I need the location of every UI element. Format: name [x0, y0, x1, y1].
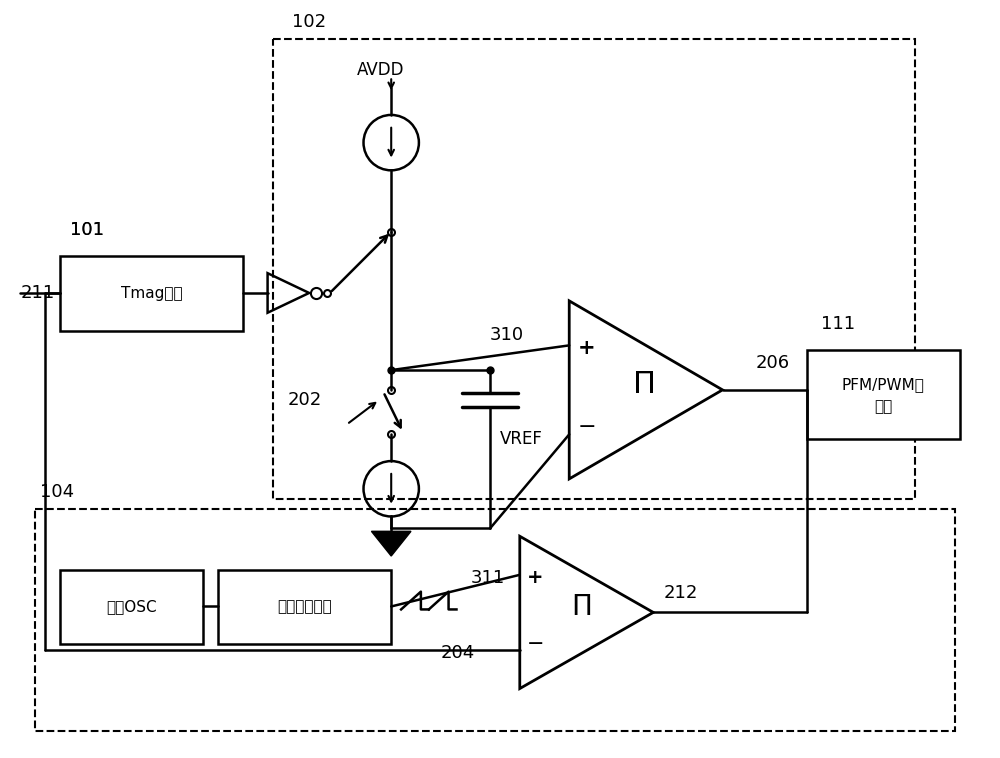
Text: 310: 310	[490, 327, 524, 344]
Text: PFM/PWM生: PFM/PWM生	[842, 377, 925, 393]
Text: 101: 101	[70, 221, 104, 239]
Bar	[218, 570, 391, 644]
Text: +: +	[578, 338, 596, 359]
Bar	[35, 509, 955, 731]
Text: Tmag检测: Tmag检测	[121, 286, 182, 301]
Text: $\mathit{\Pi}$: $\mathit{\Pi}$	[632, 371, 654, 399]
Bar	[273, 39, 915, 499]
Text: 204: 204	[441, 644, 475, 662]
Text: 102: 102	[292, 13, 326, 31]
Bar	[60, 570, 203, 644]
Polygon shape	[371, 531, 411, 556]
Text: 212: 212	[663, 584, 698, 602]
Text: 311: 311	[470, 568, 505, 587]
Text: +: +	[527, 568, 544, 587]
Text: 104: 104	[40, 483, 74, 500]
Text: −: −	[527, 634, 544, 654]
Text: 高频OSC: 高频OSC	[106, 600, 157, 615]
Text: AVDD: AVDD	[357, 61, 404, 80]
Text: VREF: VREF	[500, 431, 543, 448]
Bar	[60, 256, 243, 330]
Text: $\mathit{\Pi}$: $\mathit{\Pi}$	[571, 594, 591, 622]
Text: −: −	[578, 418, 596, 437]
Text: 206: 206	[755, 354, 789, 372]
Text: 成器: 成器	[874, 399, 892, 414]
Text: 211: 211	[20, 284, 55, 302]
Text: 111: 111	[821, 315, 856, 333]
Bar	[807, 350, 960, 440]
Text: 锯齿波产生器: 锯齿波产生器	[277, 600, 332, 615]
Text: 101: 101	[70, 221, 104, 239]
Text: 202: 202	[287, 390, 322, 409]
